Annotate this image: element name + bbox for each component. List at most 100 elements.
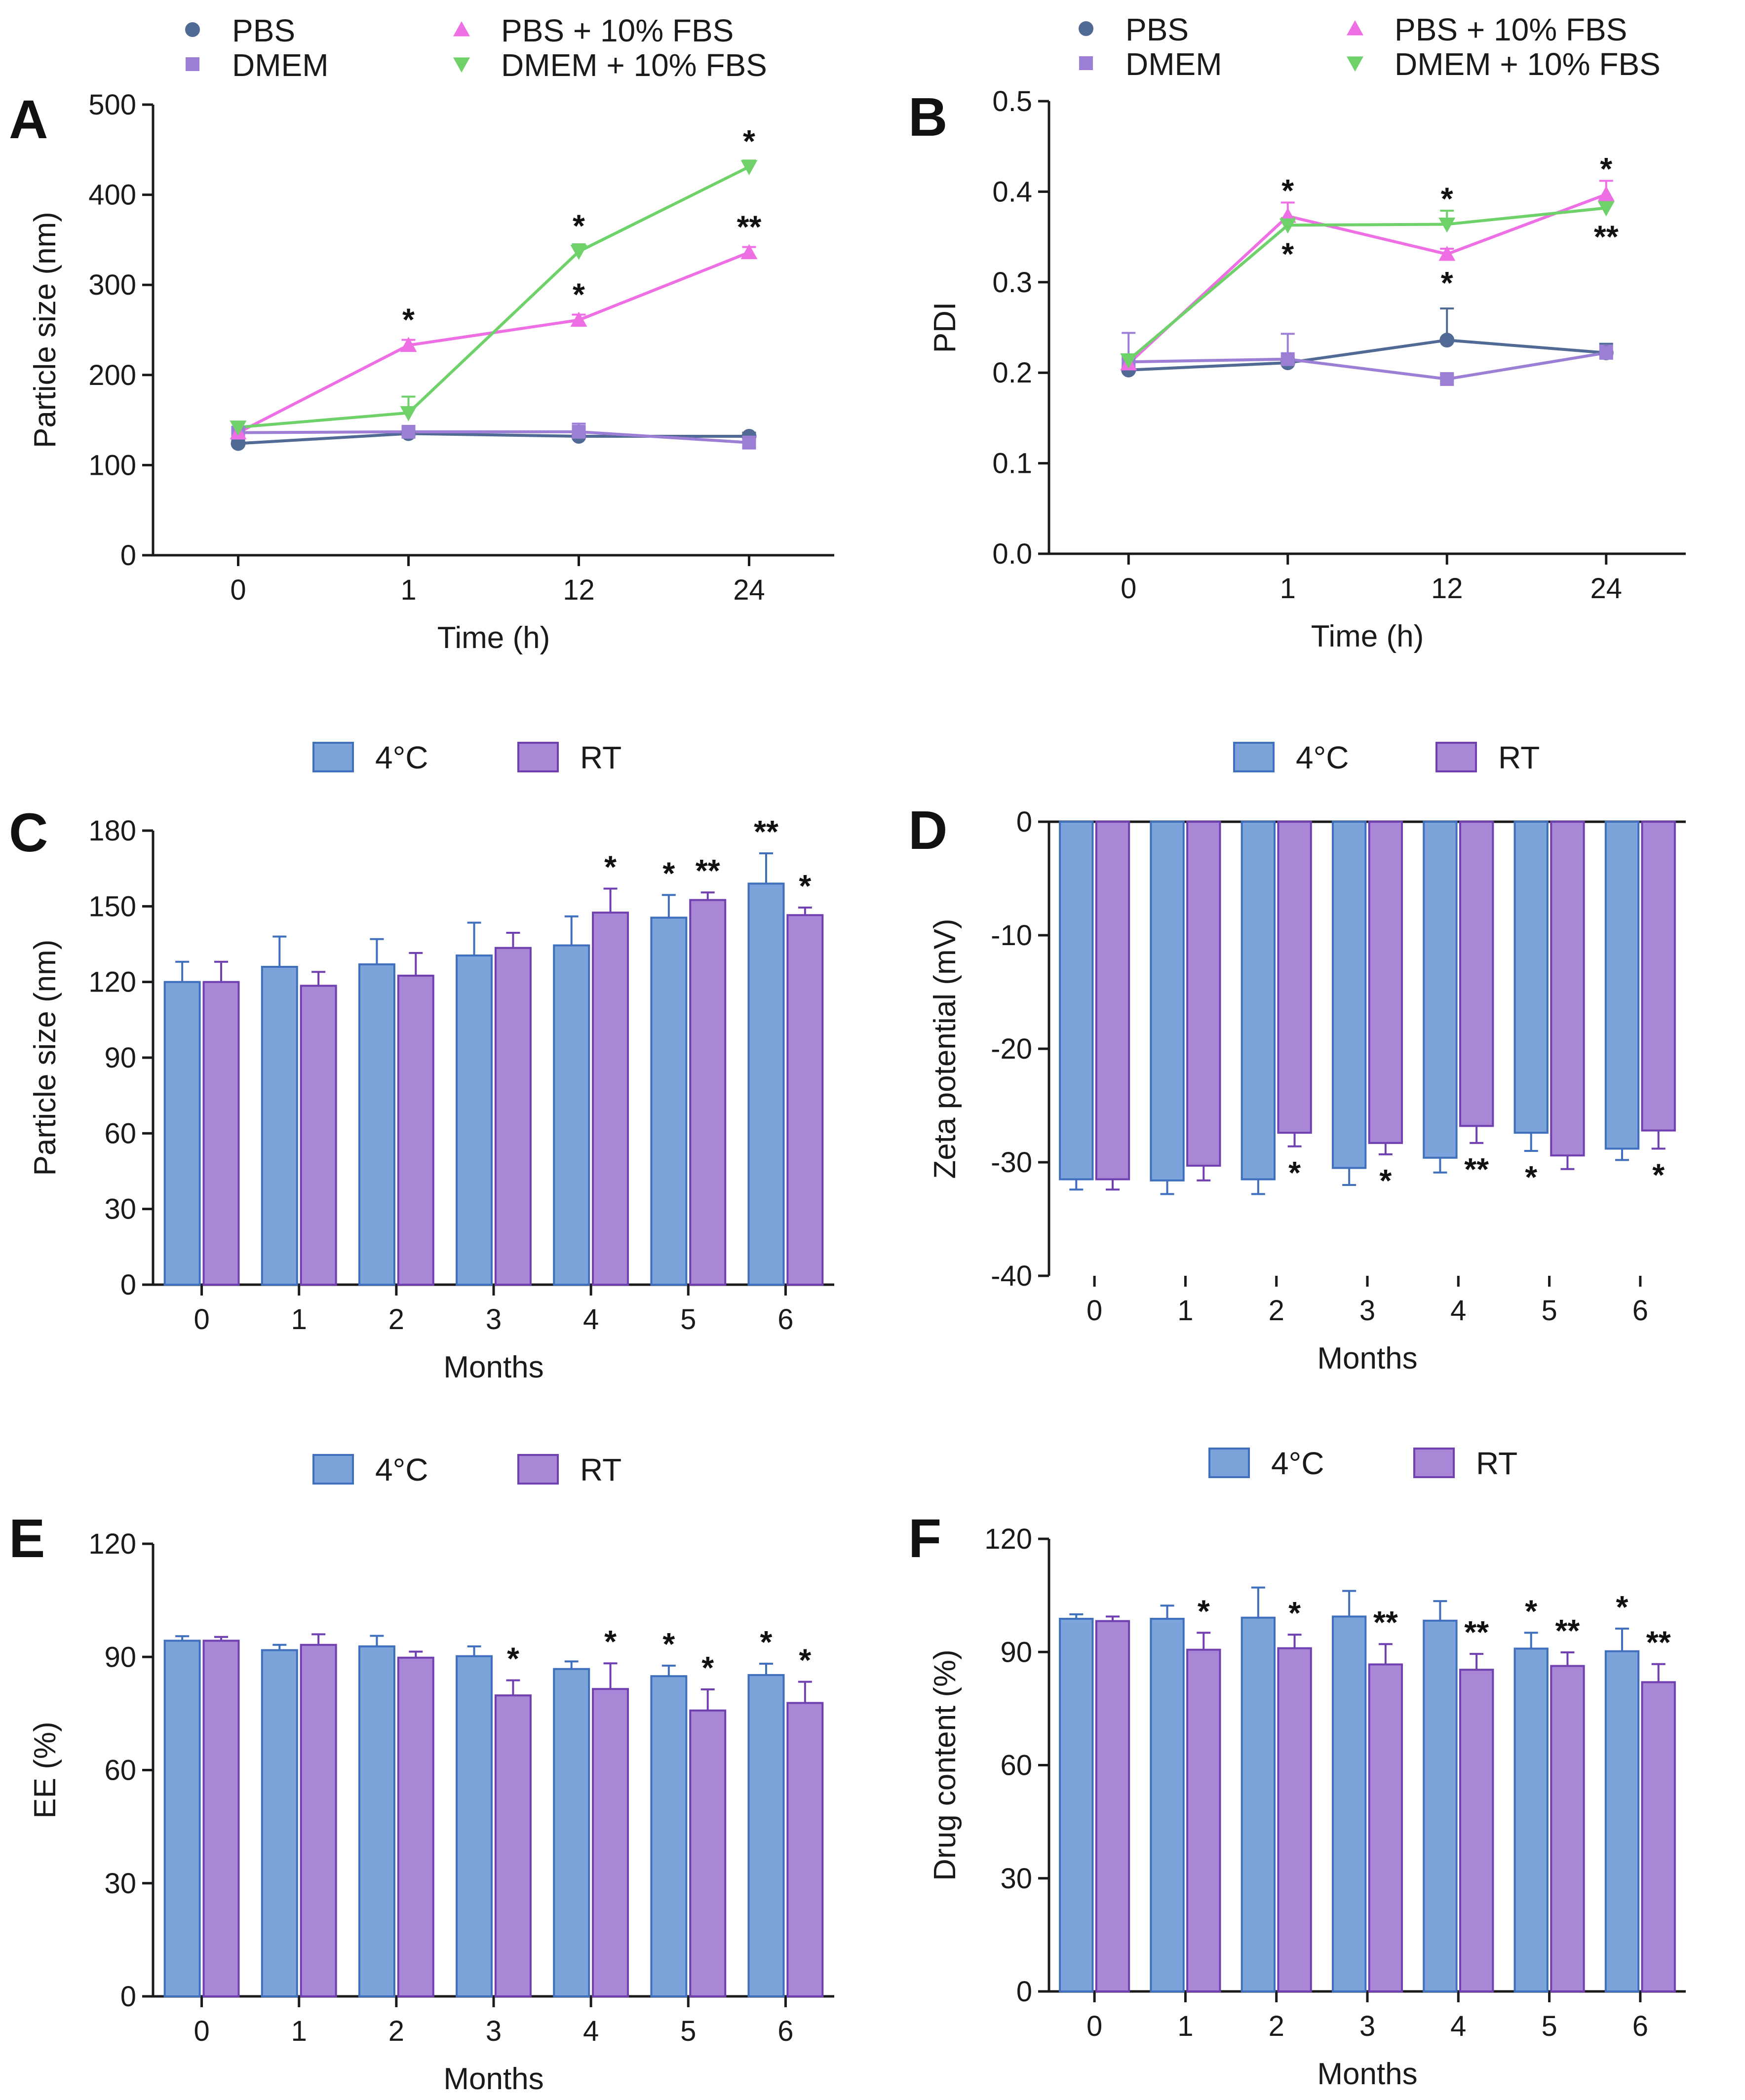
bar xyxy=(1550,821,1585,1157)
legend-swatch xyxy=(1233,742,1275,772)
bar xyxy=(1241,1616,1276,1993)
legend-label: 4°C xyxy=(375,740,428,775)
bar xyxy=(1423,1619,1458,1993)
y-tick-label: 0.5 xyxy=(992,85,1032,117)
y-tick-label: 200 xyxy=(88,359,136,391)
y-axis-title: Particle size (nm) xyxy=(28,940,62,1176)
bar xyxy=(494,947,532,1286)
x-tick-label: 6 xyxy=(777,2015,793,2047)
x-tick-label: 3 xyxy=(1359,2010,1375,2042)
bar xyxy=(786,1702,824,1997)
y-axis-title: Particle size (nm) xyxy=(28,212,62,448)
bar xyxy=(1368,1663,1403,1992)
y-tick-label: 120 xyxy=(984,1523,1032,1555)
legend-swatch xyxy=(517,742,559,772)
data-point xyxy=(742,435,756,450)
bar xyxy=(397,974,434,1286)
x-tick-label: 5 xyxy=(680,1303,696,1336)
panel-label: A xyxy=(9,89,48,150)
legend-label: DMEM xyxy=(1125,46,1222,82)
legend-label: PBS + 10% FBS xyxy=(501,13,734,48)
bar xyxy=(592,1688,629,1997)
bar xyxy=(1641,821,1676,1132)
bar xyxy=(163,981,201,1286)
chart-panel-A: 0 100 200 300 400 500 Particle size (nm) A 0 1 12 2… xyxy=(9,13,834,655)
x-tick-label: 4 xyxy=(583,1303,599,1336)
x-tick-label: 5 xyxy=(680,2015,696,2047)
significance-marker: ** xyxy=(1594,219,1619,254)
x-tick-label: 24 xyxy=(1590,573,1622,605)
bar xyxy=(1550,1665,1585,1992)
y-tick-label: 0 xyxy=(1016,806,1032,838)
series-line-pbs-10-fbs xyxy=(237,251,750,434)
y-tick-label: 500 xyxy=(88,89,136,121)
series-line-dmem xyxy=(238,430,749,444)
legend-label: DMEM + 10% FBS xyxy=(501,47,767,83)
data-point xyxy=(400,406,417,421)
legend-label: PBS xyxy=(1125,12,1189,47)
y-axis-title: Drug content (%) xyxy=(928,1649,962,1881)
x-tick-label: 3 xyxy=(1359,1295,1375,1327)
bar xyxy=(358,963,395,1286)
bar xyxy=(1186,1648,1221,1993)
legend-marker xyxy=(1347,56,1363,72)
y-tick-label: 0 xyxy=(120,1981,136,2013)
x-tick-label: 0 xyxy=(230,574,246,606)
y-tick-label: 150 xyxy=(88,890,136,922)
x-tick-label: 0 xyxy=(194,2015,209,2047)
significance-marker: ** xyxy=(1646,1625,1671,1660)
bar xyxy=(1423,821,1458,1159)
significance-marker: ** xyxy=(1464,1151,1489,1187)
significance-marker: * xyxy=(604,1624,617,1659)
bar xyxy=(1513,821,1549,1134)
legend-marker xyxy=(1079,21,1093,36)
x-tick-label: 4 xyxy=(1450,1295,1466,1327)
y-tick-label: 90 xyxy=(104,1042,136,1074)
significance-marker: ** xyxy=(1555,1613,1580,1648)
data-point xyxy=(1438,245,1456,261)
bar xyxy=(1150,1618,1185,1993)
legend-label: 4°C xyxy=(1271,1446,1324,1481)
bar xyxy=(786,914,824,1286)
significance-marker: * xyxy=(1525,1593,1537,1629)
significance-marker: * xyxy=(760,1624,773,1660)
bar xyxy=(1277,821,1312,1134)
data-point xyxy=(1597,201,1615,217)
y-tick-label: 400 xyxy=(88,179,136,211)
significance-marker: * xyxy=(662,1626,675,1662)
bar xyxy=(1459,821,1494,1127)
significance-marker: * xyxy=(1441,265,1453,301)
bar xyxy=(202,1640,240,1998)
significance-marker: ** xyxy=(1464,1614,1489,1650)
data-point xyxy=(1120,353,1137,369)
legend-label: 4°C xyxy=(1296,740,1349,775)
bar xyxy=(494,1694,532,1998)
legend-label: 4°C xyxy=(375,1452,428,1488)
panel-label: E xyxy=(9,1508,45,1569)
data-point xyxy=(230,420,247,436)
x-tick-label: 6 xyxy=(1632,1295,1648,1327)
significance-marker: * xyxy=(799,868,811,904)
data-point xyxy=(1279,218,1296,234)
legend-marker xyxy=(453,21,470,37)
significance-marker: * xyxy=(573,276,585,312)
y-tick-label: -10 xyxy=(991,919,1032,952)
x-tick-label: 2 xyxy=(1269,2010,1284,2042)
x-tick-label: 0 xyxy=(1086,1295,1102,1327)
bar xyxy=(1641,1681,1676,1992)
x-axis-title: Months xyxy=(443,1350,543,1384)
chart-panel-D: -40 -30 -20 -10 0 Zeta potential (mV) D 0 1 2 * 3 * 4… xyxy=(908,740,1686,1375)
significance-marker: * xyxy=(662,855,675,891)
significance-marker: * xyxy=(743,123,755,159)
y-tick-label: 0 xyxy=(1016,1976,1032,2008)
bar xyxy=(1150,821,1185,1182)
series-line-dmem-10-fbs xyxy=(1127,206,1607,361)
legend: 4°C RT xyxy=(1208,1446,1517,1481)
legend-swatch xyxy=(1208,1448,1250,1478)
bar xyxy=(300,985,337,1286)
x-axis-title: Months xyxy=(1317,2057,1417,2091)
x-tick-label: 5 xyxy=(1541,2010,1557,2042)
